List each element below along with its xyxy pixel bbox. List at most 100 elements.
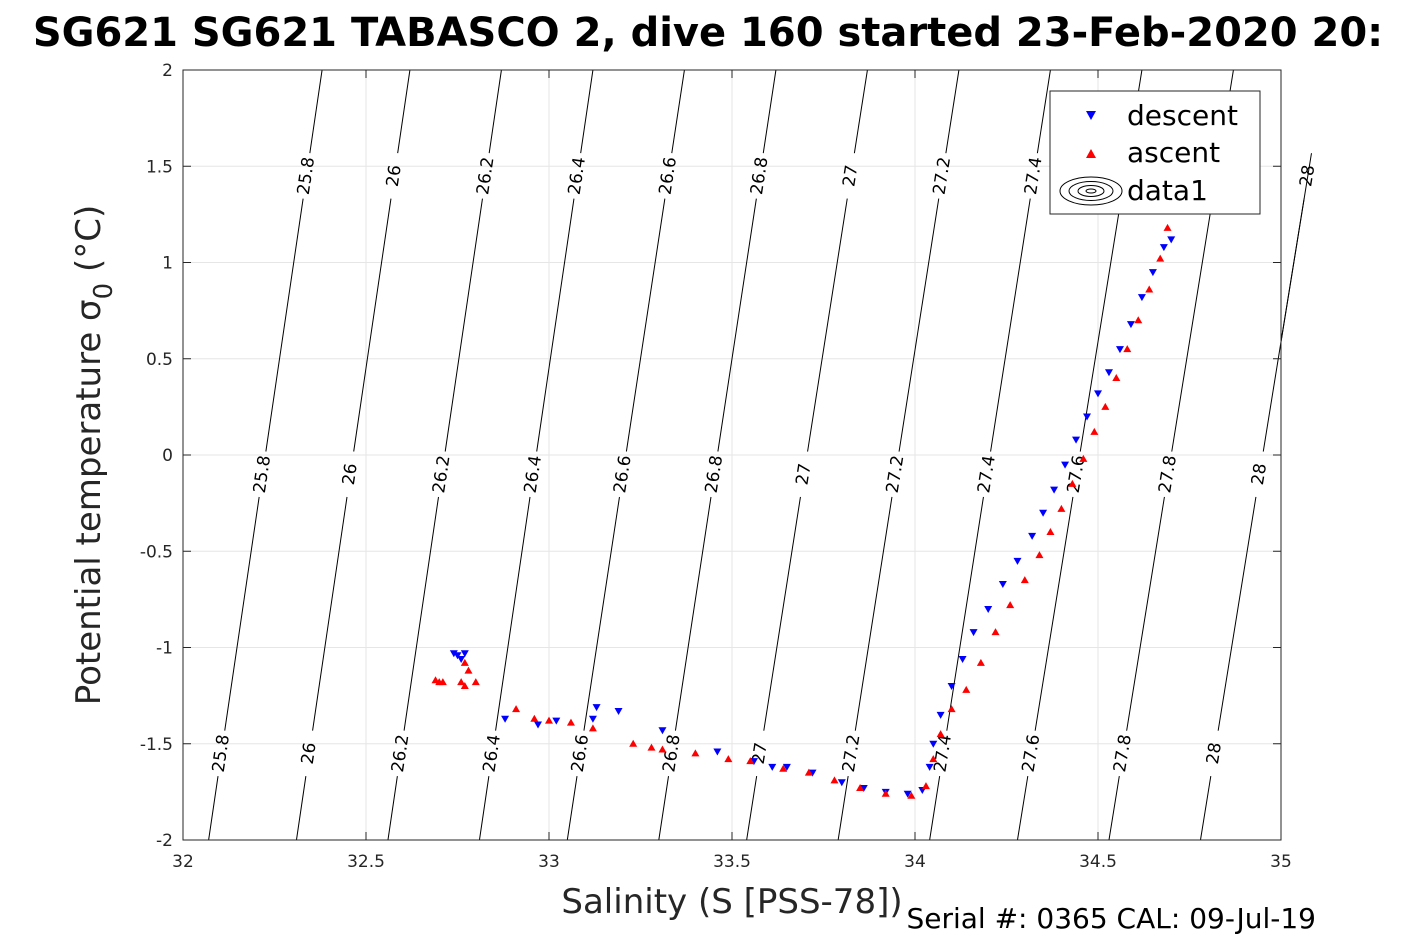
- descent-point: [592, 704, 601, 712]
- descent-point: [925, 763, 934, 771]
- descent-point: [1013, 557, 1022, 565]
- contour-line-segment: [309, 69, 323, 154]
- contour-line-segment: [1280, 153, 1312, 342]
- contour-line-segment: [837, 776, 849, 841]
- legend-ascent-marker: [1086, 149, 1096, 158]
- descent-point: [1137, 294, 1146, 302]
- contour-label: 27: [839, 164, 862, 188]
- descent-point: [936, 711, 945, 719]
- data-points: [431, 223, 1176, 799]
- contour-line-segment: [658, 776, 670, 841]
- ascent-point: [929, 755, 938, 763]
- contour-line-segment: [1016, 776, 1029, 841]
- ascent-point: [991, 628, 1000, 636]
- descent-point: [947, 683, 956, 690]
- legend: descent ascent data1: [1049, 90, 1261, 215]
- ascent-point: [460, 658, 469, 666]
- y-axis-label-sub: 0: [89, 283, 119, 300]
- contour-line-segment: [946, 496, 984, 731]
- descent-point: [588, 715, 597, 723]
- x-tick-label: 34.5: [1079, 852, 1117, 872]
- ascent-point: [921, 782, 930, 790]
- y-tick-label: -2: [156, 831, 173, 851]
- descent-point: [534, 721, 543, 729]
- descent-point: [749, 758, 758, 766]
- contour-line-segment: [929, 776, 941, 841]
- contour-line-segment: [1126, 496, 1165, 731]
- ascent-point: [1101, 402, 1110, 410]
- contour-line-segment: [387, 776, 398, 841]
- contour-line-segment: [265, 198, 304, 452]
- contour-label: 26: [298, 741, 321, 765]
- descent-point: [1083, 413, 1092, 421]
- contour-line-segment: [583, 496, 620, 731]
- y-tick-label: -1: [156, 639, 173, 659]
- ascent-point: [530, 714, 539, 722]
- ascent-point: [588, 724, 597, 732]
- contour-line-segment: [478, 776, 490, 841]
- contour-label: 27: [792, 462, 815, 486]
- ascent-point: [1035, 551, 1044, 559]
- contour-label: 26: [383, 164, 406, 188]
- ascent-point: [647, 743, 656, 751]
- ascent-point: [460, 682, 469, 689]
- contour-line-segment: [353, 198, 392, 452]
- contour-line-segment: [397, 69, 411, 154]
- y-axis-label: Potential temperature σ0 (°C): [69, 205, 119, 705]
- y-tick-label: 0: [162, 446, 173, 466]
- legend-ascent-label: ascent: [1127, 136, 1220, 169]
- contour-line-segment: [807, 198, 848, 452]
- descent-point: [614, 708, 623, 716]
- ascent-point: [438, 678, 447, 686]
- contour-line-segment: [945, 69, 960, 154]
- descent-point: [449, 650, 458, 658]
- contour-line-segment: [1199, 776, 1212, 841]
- ascent-point: [471, 678, 480, 686]
- contour-label: 28: [1248, 462, 1271, 487]
- y-tick-label: 0.5: [146, 350, 173, 370]
- ascent-point: [1163, 223, 1172, 231]
- ascent-point: [1006, 601, 1015, 609]
- contour-line-segment: [444, 198, 483, 452]
- ascent-point: [1156, 254, 1165, 262]
- x-tick-label: 32: [172, 852, 194, 872]
- contour-line-segment: [224, 496, 260, 731]
- ascent-point: [976, 658, 985, 666]
- descent-point: [969, 629, 978, 637]
- ascent-point: [464, 666, 473, 674]
- ascent-point: [691, 749, 700, 757]
- ascent-point: [936, 730, 945, 738]
- contour-label: 28: [1203, 741, 1226, 766]
- x-tick-label: 33.5: [713, 852, 751, 872]
- ascent-point: [746, 757, 755, 765]
- x-tick-label: 34: [904, 852, 926, 872]
- legend-box: [1049, 90, 1261, 215]
- descent-point: [1148, 269, 1157, 277]
- ascent-point: [1123, 345, 1132, 353]
- legend-descent-marker: [1086, 111, 1096, 120]
- descent-point: [859, 785, 868, 793]
- contour-line-segment: [208, 776, 219, 841]
- ascent-point: [724, 755, 733, 763]
- descent-point: [1072, 436, 1081, 444]
- descent-point: [713, 748, 722, 756]
- contour-line-segment: [990, 198, 1031, 452]
- contour-line-segment: [566, 776, 578, 841]
- ascent-point: [1079, 454, 1088, 462]
- descent-point: [903, 790, 912, 798]
- descent-point: [1104, 369, 1113, 377]
- y-tick-label: 1: [162, 254, 173, 274]
- y-tick-label: -0.5: [140, 542, 173, 562]
- contour-line-segment: [1108, 776, 1120, 841]
- x-tick-label: 33: [538, 852, 560, 872]
- chart-title: SG621 SG621 TABASCO 2, dive 160 started …: [33, 10, 1383, 56]
- descent-point: [1028, 532, 1037, 540]
- contour-line-segment: [536, 198, 575, 452]
- contour-label: 26: [339, 462, 362, 486]
- descent-point: [501, 715, 510, 723]
- ascent-point: [947, 705, 956, 713]
- legend-descent-label: descent: [1127, 99, 1238, 132]
- ascent-point: [962, 685, 971, 693]
- descent-point: [1039, 509, 1048, 517]
